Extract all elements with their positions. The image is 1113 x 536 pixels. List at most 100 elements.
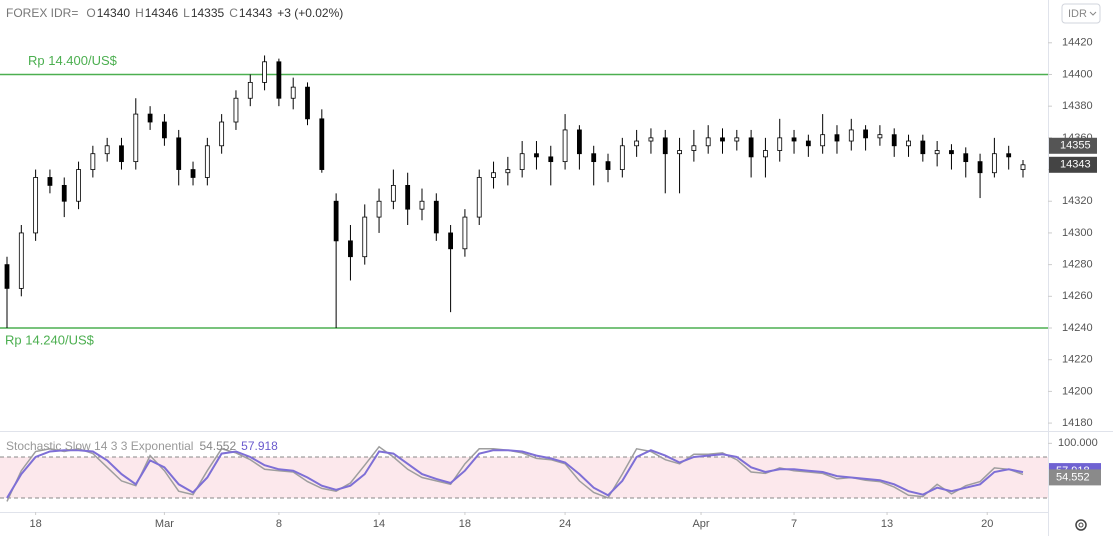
y-tick-label: 14280	[1062, 259, 1093, 271]
y-tick-label: 100.000	[1058, 437, 1098, 449]
candle	[820, 114, 826, 154]
candle	[677, 137, 682, 194]
candle-body	[791, 137, 797, 142]
ohlc-key: C	[229, 6, 238, 20]
candle	[348, 225, 353, 281]
candle	[190, 161, 196, 186]
y-tick-label: 14300	[1062, 227, 1093, 239]
candle	[748, 129, 754, 178]
candle-body	[362, 216, 368, 258]
candle	[405, 172, 411, 226]
candle	[233, 90, 239, 130]
chevron[interactable]	[1089, 11, 1097, 16]
y-tick-label: 14240	[1062, 322, 1093, 334]
x-tick-label: 18	[459, 518, 471, 530]
y-tick-label: 14380	[1062, 100, 1093, 112]
ohlc-value: 14340	[97, 6, 131, 20]
candle-body	[119, 145, 124, 163]
candle-body	[820, 134, 826, 147]
candle-body	[33, 177, 39, 234]
y-tick-label: 14220	[1062, 354, 1093, 366]
candle	[290, 77, 296, 110]
candle	[562, 114, 568, 170]
candle	[104, 137, 110, 162]
candle-body	[949, 150, 954, 155]
candle-body	[920, 140, 926, 155]
candle	[219, 114, 225, 154]
candle	[491, 161, 496, 189]
candle	[891, 128, 897, 157]
candle	[362, 204, 368, 265]
settings-button[interactable]	[1075, 519, 1087, 531]
candle-body	[734, 137, 740, 142]
candle-body	[863, 129, 868, 139]
candle	[262, 55, 267, 91]
candle	[576, 125, 582, 170]
candle	[47, 169, 53, 194]
candle-body	[419, 200, 425, 210]
currency-button[interactable]: IDR	[1061, 3, 1101, 24]
candle-body	[462, 216, 468, 250]
candle-body	[61, 184, 67, 202]
candle	[763, 137, 768, 178]
currency-box[interactable]	[1061, 3, 1101, 24]
candle-body	[262, 61, 267, 83]
candle	[333, 193, 339, 329]
candle	[834, 125, 840, 154]
candle-body	[190, 169, 196, 178]
candle	[906, 134, 911, 157]
candle-body	[763, 150, 768, 158]
candle	[720, 128, 725, 154]
candle-body	[390, 184, 396, 202]
candle	[419, 188, 425, 221]
y-tick-label: 14200	[1062, 385, 1093, 397]
candle	[462, 209, 468, 257]
candle	[1020, 160, 1026, 178]
indicator-value: 57.918	[241, 439, 278, 453]
candle	[705, 125, 711, 154]
gear[interactable]	[1075, 519, 1087, 531]
x-tick-label: 24	[559, 518, 571, 530]
candle-body	[4, 264, 10, 289]
indicator-title: Stochastic Slow 14 3 3 Exponential	[6, 439, 193, 453]
candle	[534, 141, 539, 170]
level-label: Rp 14.400/US$	[28, 53, 118, 68]
gear-hub[interactable]	[1078, 522, 1084, 528]
candle	[18, 225, 24, 297]
stoch-line	[6, 449, 1024, 499]
candle-body	[90, 153, 96, 170]
candle-body	[448, 232, 454, 250]
candle-body	[47, 177, 53, 186]
candle	[247, 74, 253, 107]
currency-label[interactable]: IDR	[1068, 8, 1087, 20]
ohlc-value: 14346	[145, 6, 179, 20]
candle	[176, 129, 182, 186]
candle-body	[605, 161, 611, 170]
candle	[619, 137, 625, 178]
candle-body	[1006, 153, 1012, 158]
candle-body	[290, 86, 296, 99]
candle-body	[748, 137, 754, 158]
indicator-value: 54.552	[199, 439, 236, 453]
candle-body	[319, 118, 325, 170]
candle	[877, 125, 883, 146]
price-box-label: 14355	[1060, 140, 1091, 152]
candle	[605, 153, 611, 183]
y-tick-label: 14320	[1062, 195, 1093, 207]
candle-body	[805, 140, 811, 147]
candle-body	[777, 137, 783, 151]
candle-body	[891, 134, 897, 147]
candle-body	[977, 161, 983, 174]
candle-body	[491, 172, 496, 178]
x-tick-label: Apr	[692, 518, 709, 530]
candle-body	[534, 153, 539, 158]
candle	[376, 188, 382, 233]
candle	[777, 118, 783, 162]
candle	[90, 145, 96, 178]
candle	[963, 147, 969, 178]
candle-body	[834, 134, 840, 142]
candle	[805, 134, 811, 157]
candle-body	[648, 137, 654, 142]
candle-body	[877, 134, 883, 139]
